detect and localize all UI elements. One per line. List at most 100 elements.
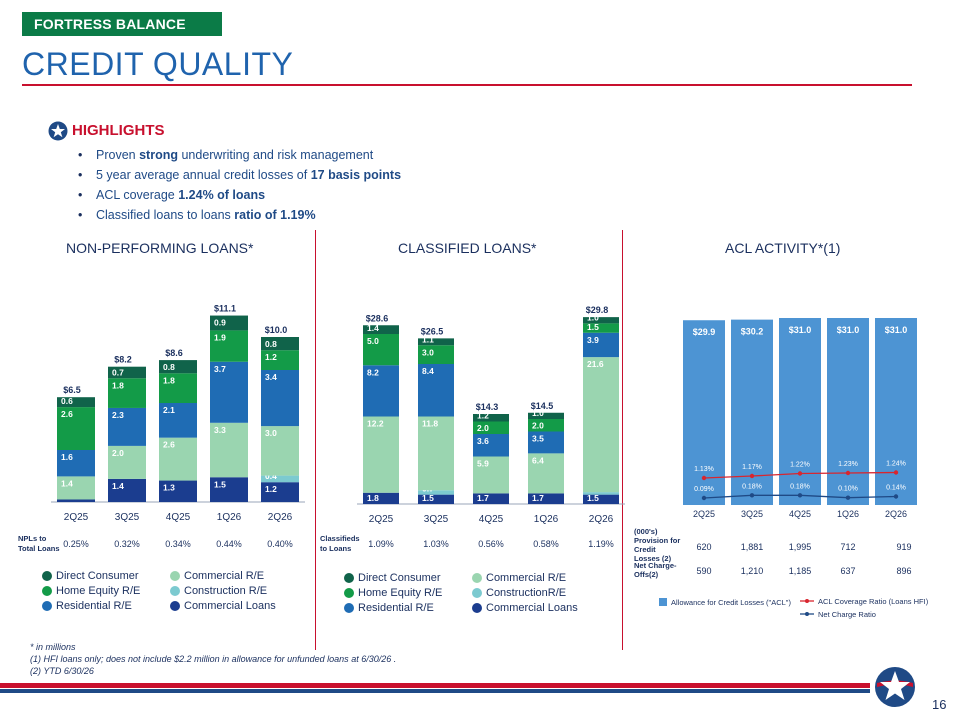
legend-swatch bbox=[659, 598, 667, 606]
data-label: 6.4 bbox=[532, 455, 544, 465]
legend-label: Commercial R/E bbox=[184, 570, 265, 582]
bar-segment bbox=[210, 330, 248, 362]
data-label: 1.8 bbox=[112, 380, 124, 390]
bar-segment bbox=[363, 325, 399, 334]
bar-segment bbox=[528, 431, 564, 454]
data-label: 1.7 bbox=[532, 493, 544, 503]
bar-segment bbox=[261, 426, 299, 476]
legend-swatch bbox=[344, 573, 354, 583]
bar-segment bbox=[583, 323, 619, 333]
legend-item: Residential R/E bbox=[42, 600, 132, 612]
section-tag: FORTRESS BALANCE SHEET bbox=[22, 12, 222, 56]
line-data-label: 0.18% bbox=[790, 483, 810, 490]
bar-segment bbox=[159, 373, 197, 403]
ratio-value: 1.19% bbox=[588, 539, 614, 549]
x-tick-label: 3Q25 bbox=[115, 512, 140, 523]
bar-segment bbox=[108, 407, 146, 446]
ratio-label: Classifieds bbox=[320, 534, 360, 543]
x-tick-label: 3Q25 bbox=[424, 514, 449, 525]
acl-table-header: (000's) bbox=[634, 527, 658, 536]
line-data-label: 0.14% bbox=[886, 485, 906, 492]
bar-segment bbox=[418, 364, 454, 417]
ratio-value: 0.34% bbox=[165, 539, 191, 549]
legend-label: Home Equity R/E bbox=[56, 585, 141, 597]
highlight-emphasis: 17 basis points bbox=[310, 168, 402, 182]
data-label: 1.0 bbox=[532, 408, 544, 418]
line-point bbox=[701, 475, 707, 481]
footnote-2: (1) HFI loans only; does not include $2.… bbox=[30, 654, 397, 664]
legend-swatch bbox=[805, 612, 809, 616]
npl-chart-title: NON-PERFORMING LOANS* bbox=[66, 240, 254, 256]
bar-segment bbox=[108, 445, 146, 479]
data-label: 1.4 bbox=[61, 478, 73, 488]
legend-swatch bbox=[344, 603, 354, 613]
divider-left bbox=[315, 230, 316, 650]
legend-label: Commercial R/E bbox=[486, 572, 567, 584]
x-tick-label: 1Q26 bbox=[217, 512, 242, 523]
data-label: 1.4 bbox=[367, 323, 379, 333]
bar-segment bbox=[583, 492, 619, 495]
acl-table-cell: 712 bbox=[840, 542, 856, 552]
legend-swatch bbox=[170, 601, 180, 611]
highlight-item: Classified loans to loans ratio of 1.19% bbox=[78, 205, 401, 225]
ratio-value: 0.32% bbox=[114, 539, 140, 549]
data-label: 0.7 bbox=[112, 367, 124, 377]
bar-segment bbox=[418, 416, 454, 491]
legend-swatch bbox=[170, 571, 180, 581]
acl-bar bbox=[683, 320, 725, 505]
acl-table-row-label: Provision for Credit Losses (2) bbox=[634, 536, 681, 563]
data-label: 3.3 bbox=[214, 425, 226, 435]
data-label: 1.9 bbox=[214, 332, 226, 342]
data-label: 1.2 bbox=[265, 484, 277, 494]
data-label: 3.4 bbox=[265, 372, 277, 382]
data-label: 2.1 bbox=[163, 405, 175, 415]
footer-band-red bbox=[0, 683, 870, 688]
data-label: 1.5 bbox=[587, 322, 599, 332]
legend-label: ConstructionR/E bbox=[486, 587, 567, 599]
data-label: 3.9 bbox=[587, 335, 599, 345]
total-label: $11.1 bbox=[214, 304, 236, 314]
data-label: 2.6 bbox=[61, 409, 73, 419]
data-label: 0.6 bbox=[61, 396, 73, 406]
data-label: 1.1 bbox=[422, 334, 434, 344]
footnote-3: (2) YTD 6/30/26 bbox=[30, 666, 94, 676]
line-point bbox=[893, 470, 899, 475]
data-label: 21.6 bbox=[587, 359, 604, 369]
legend-swatch bbox=[472, 573, 482, 583]
acl-table-cell: 637 bbox=[840, 566, 856, 576]
x-tick-label: 4Q25 bbox=[479, 514, 504, 525]
line-point bbox=[749, 473, 755, 479]
highlight-text: underwriting and risk management bbox=[177, 148, 374, 162]
data-label: 3.0 bbox=[422, 347, 434, 357]
data-label: 3.6 bbox=[477, 436, 489, 446]
legend-item: Home Equity R/E bbox=[344, 587, 442, 599]
legend-label: Commercial Loans bbox=[184, 600, 276, 612]
total-label: $8.2 bbox=[114, 355, 132, 365]
data-label: 2.3 bbox=[112, 410, 124, 420]
page-title: CREDIT QUALITY bbox=[22, 46, 294, 82]
bar-segment bbox=[363, 492, 399, 504]
legend-item: Commercial Loans bbox=[170, 600, 276, 612]
data-label: 3.7 bbox=[214, 364, 226, 374]
highlight-text: Proven bbox=[96, 148, 140, 162]
legend-label: Residential R/E bbox=[56, 600, 132, 612]
total-label: $14.3 bbox=[476, 402, 499, 412]
acl-bar-label: $31.0 bbox=[885, 325, 908, 335]
x-tick-label: 2Q25 bbox=[369, 514, 394, 525]
legend-label: ACL Coverage Ratio (Loans HFI) bbox=[818, 597, 929, 606]
highlight-item: Proven strong underwriting and risk mana… bbox=[78, 145, 401, 165]
acl-table-cell: 1,995 bbox=[788, 542, 812, 552]
line-point bbox=[845, 495, 851, 500]
highlight-item: 5 year average annual credit losses of 1… bbox=[78, 165, 401, 185]
acl-table-cell: 620 bbox=[696, 542, 712, 552]
data-label: 2.0 bbox=[477, 423, 489, 433]
line-data-label: 0.09% bbox=[694, 486, 714, 493]
data-label: 2.0 bbox=[532, 421, 544, 431]
acl-table-cell: 1,210 bbox=[740, 566, 764, 576]
bar-segment bbox=[583, 357, 619, 493]
x-tick-label: 4Q25 bbox=[166, 512, 191, 523]
bar-segment bbox=[473, 434, 509, 457]
data-label: 1.6 bbox=[61, 452, 73, 462]
legend-swatch bbox=[170, 586, 180, 596]
ratio-value: 0.44% bbox=[216, 539, 242, 549]
